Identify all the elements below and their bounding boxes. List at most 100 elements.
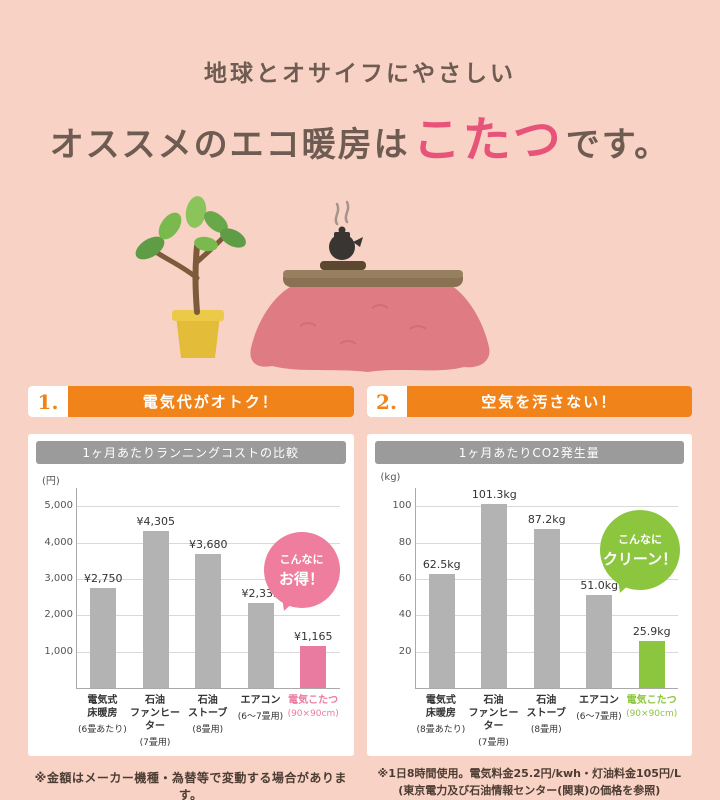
chart-panel-co2: 1ヶ月あたりCO2発生量 (kg) 20 40 60 80 100 62.5kg 101.3… xyxy=(366,434,692,756)
bars-group: 62.5kg 101.3kg 87.2kg 51.0kg 25.9kg xyxy=(416,488,679,688)
bar-value-label: 101.3kg xyxy=(471,488,517,501)
category-label: エアコン (6〜7畳用) xyxy=(234,694,287,748)
y-axis-unit-co2: (kg) xyxy=(380,472,401,483)
bar-value-label: ¥4,305 xyxy=(136,515,176,528)
category-label: エアコン (6〜7畳用) xyxy=(573,694,626,748)
category-name: 石油 ファンヒーター xyxy=(130,695,181,732)
category-sub: (6〜7畳用) xyxy=(237,712,284,722)
category-label: 石油 ストーブ (8畳用) xyxy=(520,694,573,748)
title-line2: オススメのエコ暖房はこたつです。 xyxy=(0,100,720,170)
steam-icon xyxy=(334,200,350,226)
bar-1 xyxy=(481,504,508,688)
title-kotatsu-highlight: こたつ xyxy=(412,112,563,168)
section-header-2: 2. 空気を汚さない！ xyxy=(366,386,692,417)
y-tick-label: 4,000 xyxy=(44,536,73,548)
gridline xyxy=(77,542,340,544)
bar-0 xyxy=(90,588,117,688)
footnote-co2: ※1日8時間使用。電気料金25.2円/kwh・灯油料金105円/L (東京電力及… xyxy=(367,765,693,799)
content-columns: 1. 電気代がオトク！ 1ヶ月あたりランニングコストの比較 (円) 1,000 2… xyxy=(28,386,692,800)
bar-4 xyxy=(300,646,327,688)
category-name: 石油 ストーブ xyxy=(188,695,228,719)
category-label: 電気こたつ (90×90cm) xyxy=(625,694,678,748)
category-axis-co2: 電気式 床暖房 (8畳あたり) 石油 ファンヒーター (7畳用) 石油 ストーブ (8畳用… xyxy=(375,689,685,748)
bar-4 xyxy=(638,641,665,688)
bubble-line1: こんなに xyxy=(618,533,662,546)
title-line2-suffix: です。 xyxy=(565,125,671,165)
footnote-co2-line1: ※1日8時間使用。電気料金25.2円/kwh・灯油料金105円/L xyxy=(377,767,681,780)
title-line2-prefix: オススメのエコ暖房は xyxy=(49,125,410,165)
category-label: 電気式 床暖房 (8畳あたり) xyxy=(415,694,468,748)
category-sub: (6畳あたり) xyxy=(77,725,127,735)
bar-value-label: 87.2kg xyxy=(527,513,566,526)
callout-bubble: こんなに お得！ xyxy=(263,532,340,608)
bars-group: ¥2,750 ¥4,305 ¥3,680 ¥2,335 ¥1,165 xyxy=(77,488,340,688)
kotatsu-blanket xyxy=(250,286,490,372)
category-name: 石油 ファンヒーター xyxy=(468,695,519,732)
bar-value-label: ¥2,750 xyxy=(84,572,123,585)
category-name: エアコン xyxy=(240,695,281,706)
bar-3 xyxy=(247,603,274,688)
category-sub: (7畳用) xyxy=(139,738,171,748)
category-name: 電気こたつ xyxy=(288,695,339,706)
footnote-co2-line2: (東京電力及び石油情報センター(関東)の価格を参照) xyxy=(398,784,661,798)
callout-bubble: こんなにクリーン！ xyxy=(600,510,680,590)
category-name: 電気式 床暖房 xyxy=(87,695,118,719)
category-name: 電気こたつ xyxy=(626,695,677,706)
y-tick-label: 20 xyxy=(398,645,412,657)
category-label: 電気こたつ (90×90cm) xyxy=(287,694,340,748)
category-label: 石油 ストーブ (8畳用) xyxy=(181,694,234,748)
bar-slot: ¥1,165 xyxy=(287,630,340,688)
bar-value-label: 51.0kg xyxy=(580,579,619,592)
y-tick-label: 5,000 xyxy=(44,500,73,512)
column-co2: 2. 空気を汚さない！ 1ヶ月あたりCO2発生量 (kg) 20 40 60 80 10… xyxy=(366,386,693,800)
y-tick-label: 2,000 xyxy=(44,609,73,621)
y-tick-label: 3,000 xyxy=(44,572,73,584)
category-name: 電気式 床暖房 xyxy=(425,695,456,719)
section-label-1: 電気代がオトク！ xyxy=(142,393,279,411)
category-axis-cost: 電気式 床暖房 (6畳あたり) 石油 ファンヒーター (7畳用) 石油 ストーブ (8畳用… xyxy=(36,689,346,748)
bar-slot: 87.2kg xyxy=(521,513,574,688)
category-sub: (8畳用) xyxy=(192,725,224,735)
teapot-mat xyxy=(320,261,366,270)
footnote-cost: ※金額はメーカー機種・為替等で変動する場合があります。 xyxy=(34,771,347,800)
bar-2 xyxy=(533,529,560,688)
bar-value-label: ¥1,165 xyxy=(294,630,333,643)
bar-slot: 62.5kg xyxy=(416,558,469,688)
y-axis-unit-cost: (円) xyxy=(42,476,60,487)
chart-title-cost: 1ヶ月あたりランニングコストの比較 xyxy=(36,441,346,464)
gridline xyxy=(77,506,340,508)
section-label-2: 空気を汚さない！ xyxy=(481,393,618,411)
category-sub: (7畳用) xyxy=(478,738,509,748)
y-tick-label: 60 xyxy=(398,572,412,584)
category-sub: (6〜7畳用) xyxy=(576,712,622,722)
category-sub: (8畳用) xyxy=(530,725,562,735)
bar-1 xyxy=(142,531,169,688)
bar-slot: ¥3,680 xyxy=(182,538,235,688)
page-title: 地球とオサイフにやさしい オススメのエコ暖房はこたつです。 xyxy=(0,54,720,170)
bar-slot: ¥2,750 xyxy=(77,572,130,688)
bar-slot: ¥4,305 xyxy=(130,515,183,688)
bar-slot: 101.3kg xyxy=(468,488,521,688)
category-label: 石油 ファンヒーター (7畳用) xyxy=(467,694,520,748)
chart-title-co2: 1ヶ月あたりCO2発生量 xyxy=(374,441,684,464)
category-name: 石油 ストーブ xyxy=(526,695,566,719)
section-number-1: 1. xyxy=(28,386,68,417)
category-sub: (90×90cm) xyxy=(287,709,339,719)
bar-value-label: ¥3,680 xyxy=(189,538,228,551)
category-label: 石油 ファンヒーター (7畳用) xyxy=(129,694,182,748)
category-label: 電気式 床暖房 (6畳あたり) xyxy=(76,694,129,748)
bar-slot: ¥2,335 xyxy=(235,587,288,688)
bubble-line2: クリーン！ xyxy=(602,550,678,568)
chart-body-co2: (kg) 20 40 60 80 100 62.5kg 101.3kg 87.2kg 51.0k… xyxy=(375,472,685,689)
bar-value-label: 25.9kg xyxy=(632,625,671,638)
plot-area-cost: 1,000 2,000 3,000 4,000 5,000 ¥2,750 ¥4,305 ¥3,… xyxy=(44,488,340,689)
kotatsu-icon xyxy=(250,200,490,372)
bar-slot: 51.0kg xyxy=(573,579,626,688)
gridline xyxy=(415,506,678,508)
bar-0 xyxy=(428,574,455,688)
teapot-icon xyxy=(329,226,363,260)
category-sub: (90×90cm) xyxy=(626,709,678,719)
kotatsu-scene-illustration xyxy=(135,196,490,372)
chart-panel-cost: 1ヶ月あたりランニングコストの比較 (円) 1,000 2,000 3,000 4,0… xyxy=(28,434,354,756)
